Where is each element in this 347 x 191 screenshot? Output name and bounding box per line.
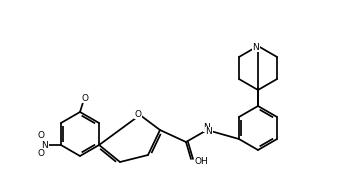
Text: N: N xyxy=(204,122,210,131)
Text: O: O xyxy=(37,131,44,141)
Text: N: N xyxy=(206,128,212,137)
Text: O: O xyxy=(135,109,142,118)
Text: O: O xyxy=(82,94,88,103)
Text: O: O xyxy=(37,150,44,159)
Text: OH: OH xyxy=(195,158,209,167)
Text: N: N xyxy=(253,43,259,52)
Text: N: N xyxy=(42,141,48,150)
